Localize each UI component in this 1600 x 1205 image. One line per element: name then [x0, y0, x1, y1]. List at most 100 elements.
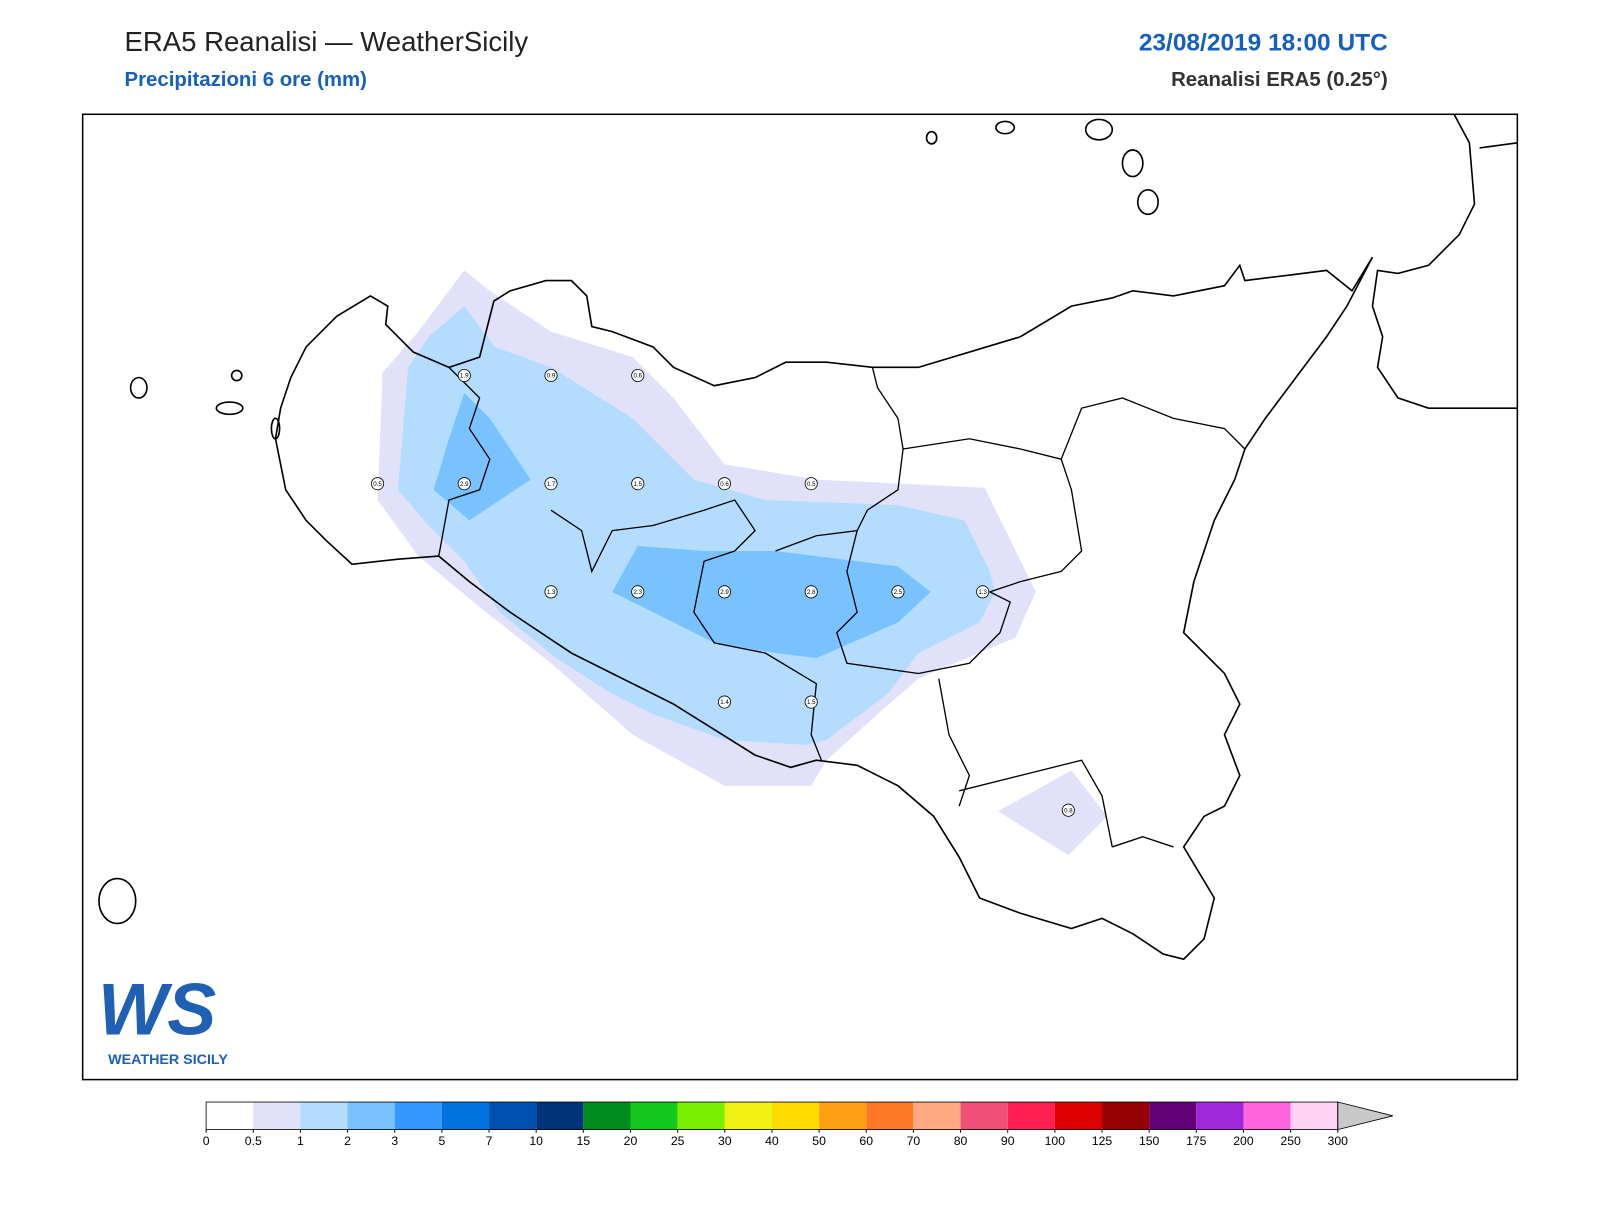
precip-area: [433, 392, 531, 521]
logo-name: WEATHER SICILY: [108, 1052, 228, 1068]
point-marker: [976, 585, 990, 599]
point-marker: [804, 477, 818, 491]
point-marker: [804, 585, 818, 599]
colorbar-swatch: [1243, 1102, 1291, 1130]
colorbar-tick-label: 90: [1001, 1134, 1015, 1148]
colorbar-tick-label: 0.5: [245, 1134, 262, 1148]
logo-mark: WS: [98, 968, 216, 1051]
colorbar-tick-label: 250: [1280, 1134, 1301, 1148]
colorbar-swatch: [960, 1102, 1008, 1130]
point-value: 1.5: [807, 699, 816, 706]
point-marker: [544, 585, 558, 599]
colorbar-tick-label: 5: [438, 1134, 445, 1148]
point-value: 1.3: [978, 589, 987, 596]
point-value: 2.3: [634, 589, 643, 596]
colorbar-swatch: [1290, 1102, 1338, 1130]
point-value: 0.6: [720, 481, 729, 488]
colorbar-tick-label: 1: [297, 1134, 304, 1148]
colorbar-tick-label: 175: [1186, 1134, 1207, 1148]
source: Reanalisi ERA5 (0.25°): [1171, 69, 1388, 91]
colorbar-swatch: [866, 1102, 914, 1130]
point-value: 2.8: [807, 589, 816, 596]
colorbar-swatch: [536, 1102, 584, 1130]
point-marker: [544, 477, 558, 491]
point-marker: [717, 477, 732, 491]
colorbar-tick-label: 100: [1045, 1134, 1066, 1148]
subtitle: Precipitazioni 6 ore (mm): [124, 69, 366, 91]
colorbar-swatch: [630, 1102, 678, 1130]
colorbar-swatch: [489, 1102, 537, 1130]
date: 23/08/2019 18:00 UTC: [1139, 29, 1388, 56]
colorbar-tick-label: 10: [529, 1134, 543, 1148]
colorbar-extend: [1337, 1101, 1393, 1131]
map-frame: [81, 113, 1519, 1081]
point-value: 2.9: [720, 589, 729, 596]
point-marker: [544, 368, 558, 383]
colorbar-tick-label: 15: [577, 1134, 591, 1148]
colorbar-tick-label: 200: [1233, 1134, 1254, 1148]
point-values: 1.9 0.9 0.6 0.5 2.9 1.7 1.5 0.6 0.5 1.3 2.3 2.9 2.8 2…: [371, 368, 1075, 817]
colorbar-tick-label: 40: [765, 1134, 779, 1148]
point-value: 1.3: [547, 589, 556, 596]
colorbar-tick-label: 7: [486, 1134, 493, 1148]
point-value: 1.5: [634, 481, 643, 488]
point-value: 1.7: [547, 481, 556, 488]
point-marker: [457, 477, 471, 491]
map: 1.9 0.9 0.6 0.5 2.9 1.7 1.5 0.6 0.5 1.3 2.3 2.9 2.8 2…: [81, 113, 1519, 1081]
colorbar-swatch: [724, 1102, 772, 1130]
colorbar-tick-label: 300: [1328, 1134, 1349, 1148]
logo: WS WEATHER SICILY: [98, 968, 228, 1068]
point-value: 2.5: [894, 589, 903, 596]
title: ERA5 Reanalisi — WeatherSicily: [124, 26, 528, 57]
colorbar-tick-label: 30: [718, 1134, 732, 1148]
colorbar-swatch: [913, 1102, 961, 1130]
point-marker: [717, 585, 732, 599]
colorbar: 0 0.5 1 2 3 5 7 10 15 20 25 30 40 50 60 70 80 90 100 125 150…: [203, 1101, 1393, 1148]
calabria-coast: [1371, 113, 1518, 409]
point-value: 0.9: [547, 373, 556, 380]
sicily-coast: [274, 256, 1374, 961]
colorbar-tick-label: 50: [812, 1134, 826, 1148]
point-marker: [804, 695, 818, 709]
colorbar-swatch: [394, 1102, 442, 1130]
colorbar-tick-label: 3: [391, 1134, 398, 1148]
colorbar-tick-label: 70: [907, 1134, 921, 1148]
colorbar-swatch: [1007, 1102, 1055, 1130]
colorbar-tick-label: 150: [1139, 1134, 1160, 1148]
colorbar-swatch: [441, 1102, 490, 1130]
precip-area: [997, 770, 1108, 856]
colorbar-tick-label: 20: [624, 1134, 638, 1148]
colorbar-swatch: [583, 1102, 631, 1130]
precip-area: [612, 545, 931, 659]
colorbar-swatch: [347, 1102, 395, 1130]
point-marker: [631, 477, 645, 491]
province-border: [438, 366, 1246, 848]
point-value: 1.4: [720, 699, 729, 706]
point-value: 0.8: [1064, 807, 1073, 814]
colorbar-swatch: [300, 1102, 348, 1130]
colorbar-tick-label: 125: [1092, 1134, 1113, 1148]
point-marker: [371, 477, 385, 491]
precip-shading: [377, 270, 1108, 856]
point-value: 1.9: [460, 373, 469, 380]
colorbar-tick-label: 80: [954, 1134, 968, 1148]
point-marker: [631, 368, 645, 383]
colorbar-tick-label: 2: [344, 1134, 351, 1148]
colorbar-swatch: [771, 1102, 820, 1130]
colorbar-swatch: [253, 1102, 301, 1130]
colorbar-swatch: [819, 1102, 867, 1130]
point-marker: [1061, 803, 1075, 817]
colorbar-swatch: [677, 1102, 725, 1130]
point-marker: [717, 695, 732, 709]
colorbar-tick-label: 25: [671, 1134, 685, 1148]
point-marker: [891, 585, 905, 599]
colorbar-swatch: [1054, 1102, 1102, 1130]
colorbar-swatch: [1101, 1102, 1150, 1130]
point-value: 0.5: [807, 481, 816, 488]
colorbar-swatch: [1196, 1102, 1244, 1130]
colorbar-swatch: [1149, 1102, 1197, 1130]
islands: [98, 118, 1159, 925]
colorbar-swatch: [206, 1102, 254, 1130]
point-marker: [631, 585, 645, 599]
